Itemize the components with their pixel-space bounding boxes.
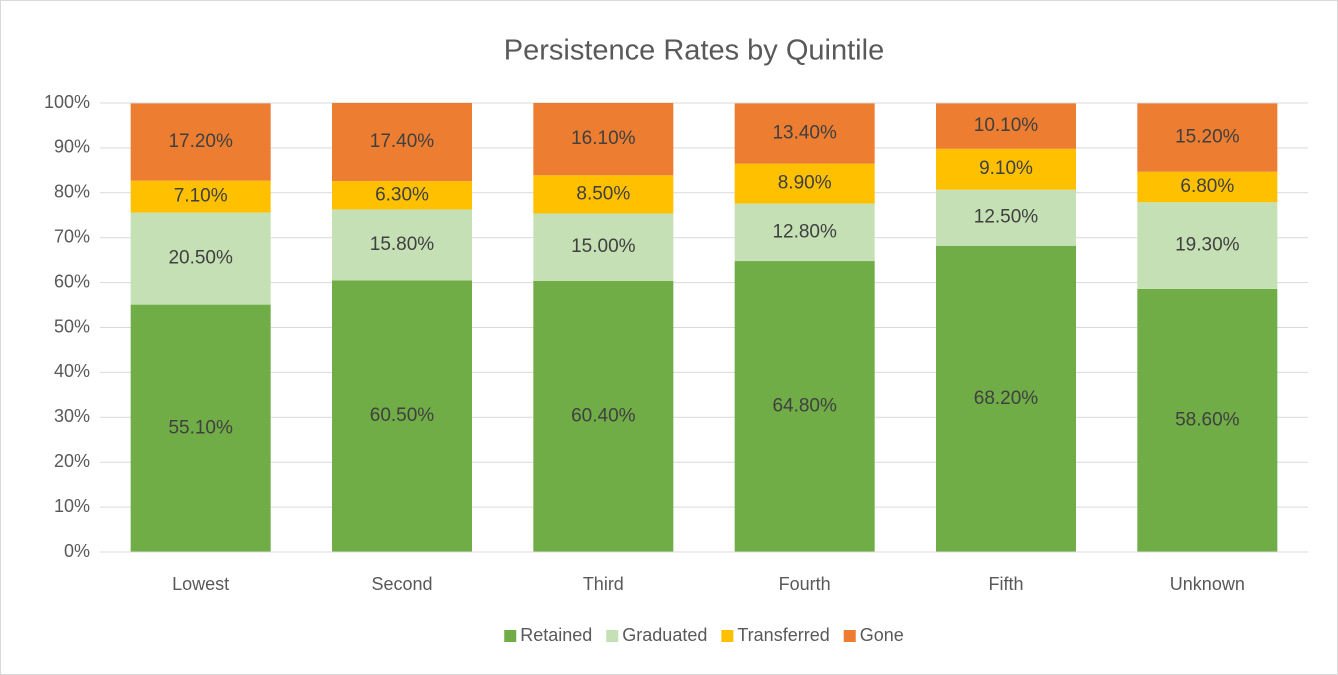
bar-segment (130, 212, 271, 305)
data-label: 13.40% (772, 123, 837, 144)
x-tick-label: Fifth (988, 574, 1023, 594)
data-label: 15.00% (571, 236, 636, 257)
bar-segment (734, 163, 875, 204)
bar-segment (130, 103, 271, 181)
y-tick-label: 80% (54, 182, 90, 202)
x-tick-label: Second (371, 574, 432, 594)
bar-segment (130, 304, 271, 552)
y-tick-label: 100% (44, 92, 90, 112)
bar-segment (533, 213, 674, 281)
y-tick-label: 90% (54, 137, 90, 157)
data-label: 17.40% (370, 131, 435, 152)
legend-swatch (606, 630, 619, 642)
y-tick-label: 70% (54, 226, 90, 246)
data-label: 8.90% (778, 173, 832, 194)
y-tick-label: 60% (54, 271, 90, 291)
data-label: 60.40% (571, 405, 636, 426)
y-tick-label: 10% (54, 496, 90, 516)
bar-segment (936, 189, 1076, 246)
y-tick-label: 50% (54, 316, 90, 336)
bar-segment (1137, 288, 1278, 552)
legend-swatch (843, 630, 856, 642)
bar-segment (533, 280, 674, 552)
data-label: 9.10% (979, 158, 1033, 179)
x-tick-label: Lowest (172, 574, 229, 594)
x-tick-label: Third (583, 574, 624, 594)
legend-label: Transferred (737, 625, 829, 645)
bar-segment (533, 175, 674, 214)
data-label: 8.50% (576, 183, 630, 204)
x-tick-label: Fourth (779, 574, 831, 594)
data-label: 12.80% (772, 221, 837, 242)
data-label: 58.60% (1175, 409, 1240, 430)
bar-segment (332, 280, 472, 552)
bar-segment (1137, 202, 1278, 289)
data-label: 6.30% (375, 184, 429, 205)
data-label: 16.10% (571, 128, 636, 149)
legend-label: Retained (520, 625, 592, 645)
bar-segment (1137, 103, 1278, 172)
chart-title: Persistence Rates by Quintile (504, 35, 884, 67)
data-label: 64.80% (772, 396, 837, 417)
bar-segment (332, 209, 472, 281)
data-label: 68.20% (974, 388, 1039, 409)
data-label: 17.20% (168, 131, 233, 152)
y-tick-label: 0% (64, 541, 90, 561)
bar-segment (734, 261, 875, 552)
legend-swatch (721, 630, 734, 642)
legend-swatch (504, 630, 517, 642)
y-tick-label: 30% (54, 406, 90, 426)
bar-segment (734, 203, 875, 262)
bar-segment (130, 180, 271, 213)
y-tick-label: 40% (54, 361, 90, 381)
data-label: 15.80% (370, 234, 435, 255)
data-label: 12.50% (974, 207, 1039, 228)
bar-segment (332, 181, 472, 210)
data-label: 7.10% (174, 186, 228, 207)
data-label: 10.10% (974, 115, 1039, 136)
bar-segment (1137, 171, 1278, 203)
data-label: 60.50% (370, 405, 435, 426)
bar-segment (936, 245, 1076, 553)
data-label: 20.50% (168, 248, 233, 269)
data-label: 15.20% (1175, 127, 1240, 148)
data-label: 19.30% (1175, 235, 1240, 256)
bar-segment (936, 103, 1076, 149)
bar-segment (734, 103, 875, 164)
legend: Retained Graduated Transferred Gone (504, 625, 904, 645)
x-tick-label: Unknown (1170, 574, 1245, 594)
legend-label: Graduated (622, 625, 707, 645)
y-tick-label: 20% (54, 451, 90, 471)
bar-segment (332, 103, 472, 182)
bar-segment (936, 148, 1076, 190)
legend-label: Gone (860, 625, 904, 645)
data-label: 55.10% (168, 417, 233, 438)
data-label: 6.80% (1180, 176, 1234, 197)
bar-segment (533, 103, 674, 176)
